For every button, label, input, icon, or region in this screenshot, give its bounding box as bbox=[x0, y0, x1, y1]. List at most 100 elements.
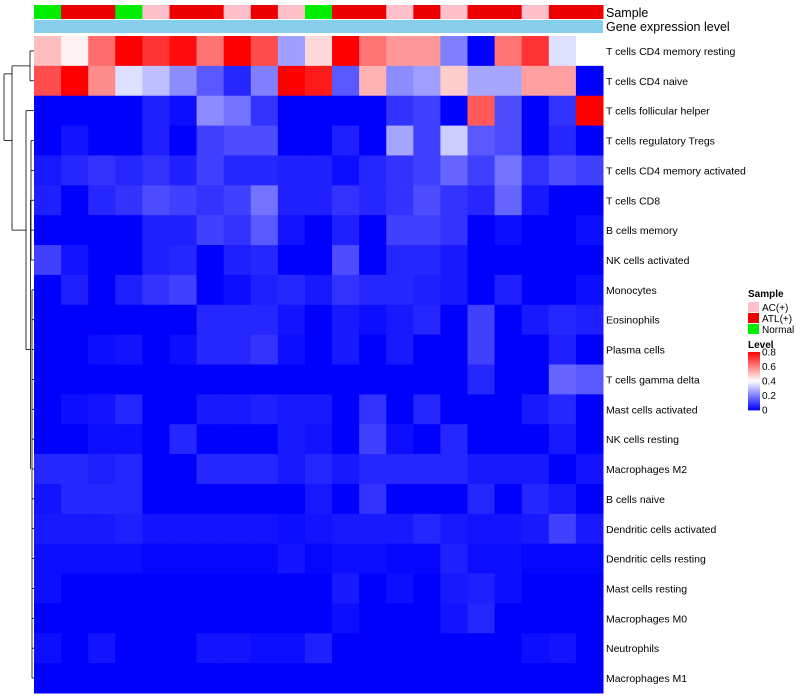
heatmap-cell bbox=[250, 36, 279, 67]
heatmap-cell bbox=[142, 424, 170, 455]
heatmap-cell bbox=[494, 334, 523, 365]
heatmap-cell bbox=[494, 543, 523, 575]
heatmap-cell bbox=[494, 663, 523, 694]
heatmap-cell bbox=[196, 424, 225, 455]
legend-colorbar-segment bbox=[748, 383, 760, 386]
heatmap-cell bbox=[494, 454, 523, 485]
heatmap-cell bbox=[277, 424, 306, 455]
heatmap-cell bbox=[277, 454, 306, 485]
sample-annotation-cell bbox=[88, 5, 116, 19]
heatmap-cell bbox=[413, 543, 441, 575]
heatmap-cell bbox=[61, 215, 89, 246]
sample-annotation-cell bbox=[169, 5, 198, 19]
heatmap-cell bbox=[413, 36, 441, 67]
heatmap-cell bbox=[413, 364, 441, 395]
heatmap-cell bbox=[521, 274, 550, 306]
legend-sample-label: AC(+) bbox=[762, 303, 788, 314]
legend-colorbar-segment bbox=[748, 359, 760, 362]
heatmap-cell bbox=[332, 334, 360, 365]
heatmap-cell bbox=[359, 215, 387, 246]
heatmap-cell bbox=[304, 573, 333, 604]
heatmap-cell bbox=[304, 36, 333, 67]
sample-annotation-cell bbox=[304, 5, 333, 19]
heatmap-cell bbox=[521, 543, 550, 575]
heatmap-cell bbox=[386, 274, 414, 306]
heatmap-cell bbox=[304, 274, 333, 306]
heatmap-cell bbox=[196, 36, 225, 67]
heatmap-cell bbox=[359, 364, 387, 395]
heatmap-cell bbox=[386, 95, 414, 127]
heatmap-cell bbox=[196, 633, 225, 664]
sample-annotation-cell bbox=[61, 5, 89, 19]
heatmap-cell bbox=[521, 483, 550, 515]
heatmap-cell bbox=[521, 334, 550, 365]
heatmap-cell bbox=[304, 304, 333, 336]
heatmap-cell bbox=[250, 65, 279, 97]
heatmap-cell bbox=[548, 513, 577, 545]
heatmap-cell bbox=[277, 95, 306, 127]
heatmap-cell bbox=[440, 274, 469, 306]
heatmap-cell bbox=[332, 603, 360, 634]
heatmap-cell bbox=[88, 215, 116, 246]
heatmap-cell bbox=[359, 424, 387, 455]
heatmap-cell bbox=[196, 95, 225, 127]
heatmap-cell bbox=[142, 603, 170, 634]
heatmap-cell bbox=[61, 245, 89, 276]
legend-sample-title: Sample bbox=[748, 289, 784, 300]
heatmap-cell bbox=[494, 573, 523, 604]
heatmap-cell bbox=[142, 573, 170, 604]
heatmap-cell bbox=[521, 36, 550, 67]
row-label: Macrophages M2 bbox=[606, 464, 687, 476]
heatmap-cell bbox=[61, 424, 89, 455]
row-label: Mast cells activated bbox=[606, 404, 698, 416]
heatmap-cell bbox=[88, 573, 116, 604]
heatmap-cell bbox=[440, 633, 469, 664]
heatmap-cell bbox=[440, 125, 469, 156]
heatmap-cell bbox=[521, 304, 550, 336]
heatmap-cell bbox=[142, 454, 170, 485]
heatmap-cell bbox=[223, 304, 252, 336]
sample-annotation-cell bbox=[223, 5, 252, 19]
heatmap-cell bbox=[61, 454, 89, 485]
heatmap-cell bbox=[250, 573, 279, 604]
legend-sample-swatch bbox=[748, 313, 759, 323]
legend-colorbar-segment bbox=[748, 357, 760, 360]
heatmap-cell bbox=[332, 95, 360, 127]
legend-colorbar-segment bbox=[748, 372, 760, 375]
heatmap-cell bbox=[548, 334, 577, 365]
row-label: Dendritic cells resting bbox=[606, 554, 706, 566]
heatmap-cell bbox=[386, 603, 414, 634]
sample-annotation-cell bbox=[467, 5, 496, 19]
sample-annotation-cell bbox=[359, 5, 387, 19]
heatmap-cell bbox=[277, 483, 306, 515]
heatmap-cell bbox=[169, 424, 198, 455]
heatmap-cell bbox=[386, 573, 414, 604]
heatmap-cell bbox=[250, 274, 279, 306]
heatmap-cell bbox=[332, 513, 360, 545]
legend-colorbar-segment bbox=[748, 386, 760, 389]
heatmap-cell bbox=[548, 394, 577, 425]
legend: Sample AC(+)ATL(+)Normal Level 0.8 0.6 0.4… bbox=[748, 289, 794, 417]
heatmap-cell bbox=[440, 663, 469, 694]
legend-colorbar-segment bbox=[748, 389, 760, 392]
heatmap-cell bbox=[467, 513, 496, 545]
heatmap-cell bbox=[304, 663, 333, 694]
heatmap-cell bbox=[115, 394, 143, 425]
heatmap-cell bbox=[88, 603, 116, 634]
heatmap-cell bbox=[467, 424, 496, 455]
heatmap-cell bbox=[521, 65, 550, 97]
heatmap-cell bbox=[575, 663, 604, 694]
heatmap-cell bbox=[223, 274, 252, 306]
heatmap-cell bbox=[548, 274, 577, 306]
heatmap-cell bbox=[548, 633, 577, 664]
heatmap-cell bbox=[61, 603, 89, 634]
heatmap-cell bbox=[521, 454, 550, 485]
heatmap-cell bbox=[413, 603, 441, 634]
heatmap-cell bbox=[548, 155, 577, 186]
heatmap-cell bbox=[250, 424, 279, 455]
heatmap-cell bbox=[61, 95, 89, 127]
heatmap-cell bbox=[34, 245, 62, 276]
heatmap-cell bbox=[386, 364, 414, 395]
heatmap-cell bbox=[250, 483, 279, 515]
heatmap-cell bbox=[494, 274, 523, 306]
